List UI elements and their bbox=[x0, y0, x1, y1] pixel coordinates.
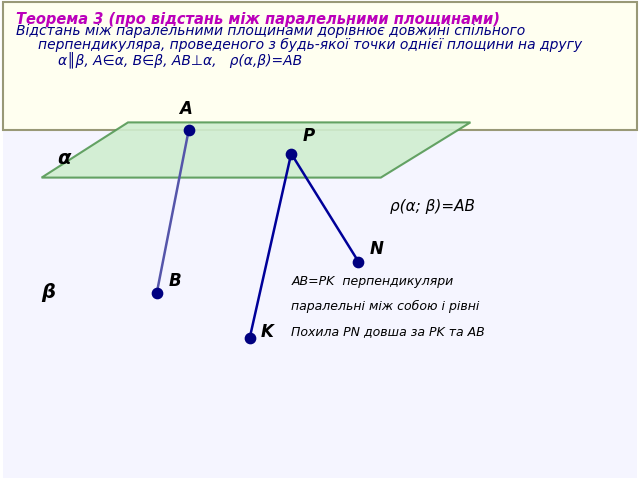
Text: B: B bbox=[168, 272, 181, 290]
Text: P: P bbox=[303, 127, 315, 145]
Point bbox=[286, 150, 296, 157]
Text: Похила PN довша за PK та AB: Похила PN довша за PK та AB bbox=[291, 324, 485, 338]
Point bbox=[244, 335, 255, 342]
Text: α║β, A∈α, B∈β, AB⊥α,   ρ(α,β)=AB: α║β, A∈α, B∈β, AB⊥α, ρ(α,β)=AB bbox=[58, 51, 301, 68]
Text: N: N bbox=[370, 240, 384, 258]
Text: A: A bbox=[179, 100, 192, 118]
FancyBboxPatch shape bbox=[3, 128, 637, 478]
FancyBboxPatch shape bbox=[3, 2, 637, 130]
Text: паралельні між собою і рівні: паралельні між собою і рівні bbox=[291, 300, 479, 313]
Text: β: β bbox=[42, 283, 56, 302]
Point bbox=[152, 289, 162, 297]
Polygon shape bbox=[42, 122, 470, 178]
Text: K: K bbox=[261, 323, 274, 341]
Point bbox=[184, 126, 194, 133]
Point bbox=[353, 258, 364, 265]
Text: AB=PK  перпендикуляри: AB=PK перпендикуляри bbox=[291, 275, 454, 288]
Text: перпендикуляра, проведеного з будь-якої точки однієї площини на другу: перпендикуляра, проведеного з будь-якої … bbox=[38, 37, 582, 51]
Text: ρ(α; β)=AB: ρ(α; β)=AB bbox=[390, 199, 476, 214]
Text: Теорема 3 (про відстань між паралельними площинами): Теорема 3 (про відстань між паралельними… bbox=[16, 12, 500, 27]
Text: Відстань між паралельними площинами дорівнює довжині спільного: Відстань між паралельними площинами дорі… bbox=[16, 24, 525, 38]
Text: α: α bbox=[58, 149, 71, 168]
